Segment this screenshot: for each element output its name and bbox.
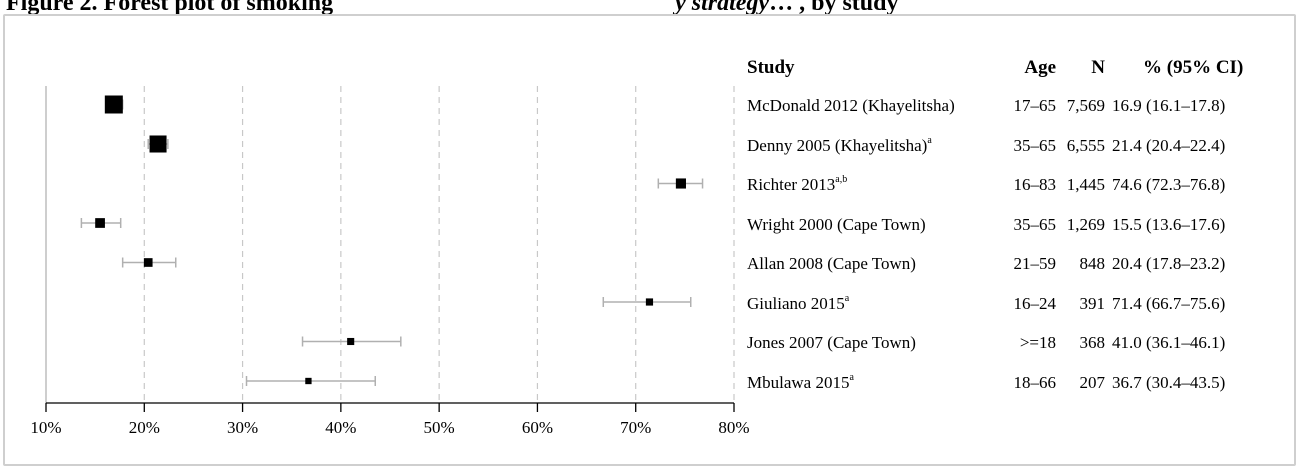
study-name: Richter 2013a,b <box>747 175 847 195</box>
study-pct-ci: 21.4 (20.4–22.4) <box>1112 135 1226 155</box>
study-n: 7,569 <box>1066 96 1105 115</box>
study-footnote-mark: a <box>844 292 850 304</box>
study-pct-ci: 41.0 (36.1–46.1) <box>1112 333 1226 352</box>
study-n: 848 <box>1079 254 1106 273</box>
x-tick-label: 20% <box>129 418 160 437</box>
study-pct-ci: 20.4 (17.8–23.2) <box>1112 254 1226 273</box>
study-footnote-mark: a <box>849 371 854 383</box>
point-estimate-marker <box>645 298 654 306</box>
study-age: 16–83 <box>1013 175 1057 194</box>
study-label: Allan 2008 (Cape Town) <box>747 254 916 273</box>
header-study: Study <box>747 57 795 78</box>
x-tick-label: 40% <box>325 418 356 437</box>
study-name: Allan 2008 (Cape Town) <box>747 254 916 274</box>
point-estimate-marker <box>305 377 312 385</box>
study-age: 16–24 <box>1013 293 1057 313</box>
study-pct-ci: 16.9 (16.1–17.8) <box>1112 96 1226 115</box>
x-tick-label: 50% <box>424 418 455 437</box>
study-n: 207 <box>1079 372 1106 392</box>
caption-left: Figure 2. Forest plot of smoking <box>6 0 334 16</box>
caption-right: y strategy <box>675 0 770 16</box>
study-pct-ci: 36.7 (30.4–43.5) <box>1112 372 1226 392</box>
study-label: Giuliano 2015 <box>747 293 845 313</box>
header-pct: % (95% CI) <box>1143 57 1244 78</box>
study-name: Jones 2007 (Cape Town) <box>747 333 916 353</box>
study-label: Richter 2013 <box>747 175 836 194</box>
study-n: 1,269 <box>1066 214 1105 234</box>
caption-suffix: … , by study <box>769 0 899 16</box>
x-tick-label: 70% <box>620 418 651 437</box>
x-tick-label: 80% <box>718 418 749 437</box>
study-name: Wright 2000 (Cape Town) <box>747 215 926 235</box>
point-estimate-marker <box>347 337 355 346</box>
figure-caption: Figure 2. Forest plot of smoking y strat… <box>6 0 898 18</box>
study-age: >=18 <box>1019 333 1056 352</box>
forest-plot-panel <box>3 14 1296 466</box>
study-label: Wright 2000 (Cape Town) <box>747 214 926 234</box>
study-n: 368 <box>1079 333 1106 352</box>
study-n: 391 <box>1079 293 1106 313</box>
study-label: McDonald 2012 (Khayelitsha) <box>747 96 955 115</box>
study-pct-ci: 74.6 (72.3–76.8) <box>1112 175 1226 194</box>
study-age: 35–65 <box>1013 214 1057 234</box>
x-tick-label: 30% <box>227 418 258 437</box>
x-tick-label: 10% <box>30 418 61 437</box>
study-name: Denny 2005 (Khayelitsha)a <box>747 134 932 156</box>
point-estimate-marker <box>143 258 153 267</box>
header-age: Age <box>1024 57 1056 78</box>
study-age: 21–59 <box>1013 254 1057 273</box>
study-footnote-mark: a,b <box>835 174 848 185</box>
study-age: 17–65 <box>1013 96 1057 115</box>
point-estimate-marker <box>149 135 167 153</box>
study-n: 6,555 <box>1066 135 1105 155</box>
study-age: 18–66 <box>1013 372 1057 392</box>
study-age: 35–65 <box>1013 135 1057 155</box>
x-tick-label: 60% <box>522 418 553 437</box>
point-estimate-marker <box>675 178 686 189</box>
study-footnote-mark: a <box>927 134 932 146</box>
study-label: Mbulawa 2015 <box>747 372 850 392</box>
study-pct-ci: 15.5 (13.6–17.6) <box>1112 214 1226 234</box>
point-estimate-marker <box>95 218 105 228</box>
study-name: McDonald 2012 (Khayelitsha) <box>747 96 955 116</box>
study-pct-ci: 71.4 (66.7–75.6) <box>1112 293 1226 313</box>
study-name: Mbulawa 2015a <box>747 371 854 393</box>
study-n: 1,445 <box>1066 175 1105 194</box>
point-estimate-marker <box>104 95 123 114</box>
header-n: N <box>1091 57 1105 78</box>
study-label: Jones 2007 (Cape Town) <box>747 333 916 352</box>
study-name: Giuliano 2015a <box>747 292 850 314</box>
study-label: Denny 2005 (Khayelitsha) <box>747 135 928 155</box>
